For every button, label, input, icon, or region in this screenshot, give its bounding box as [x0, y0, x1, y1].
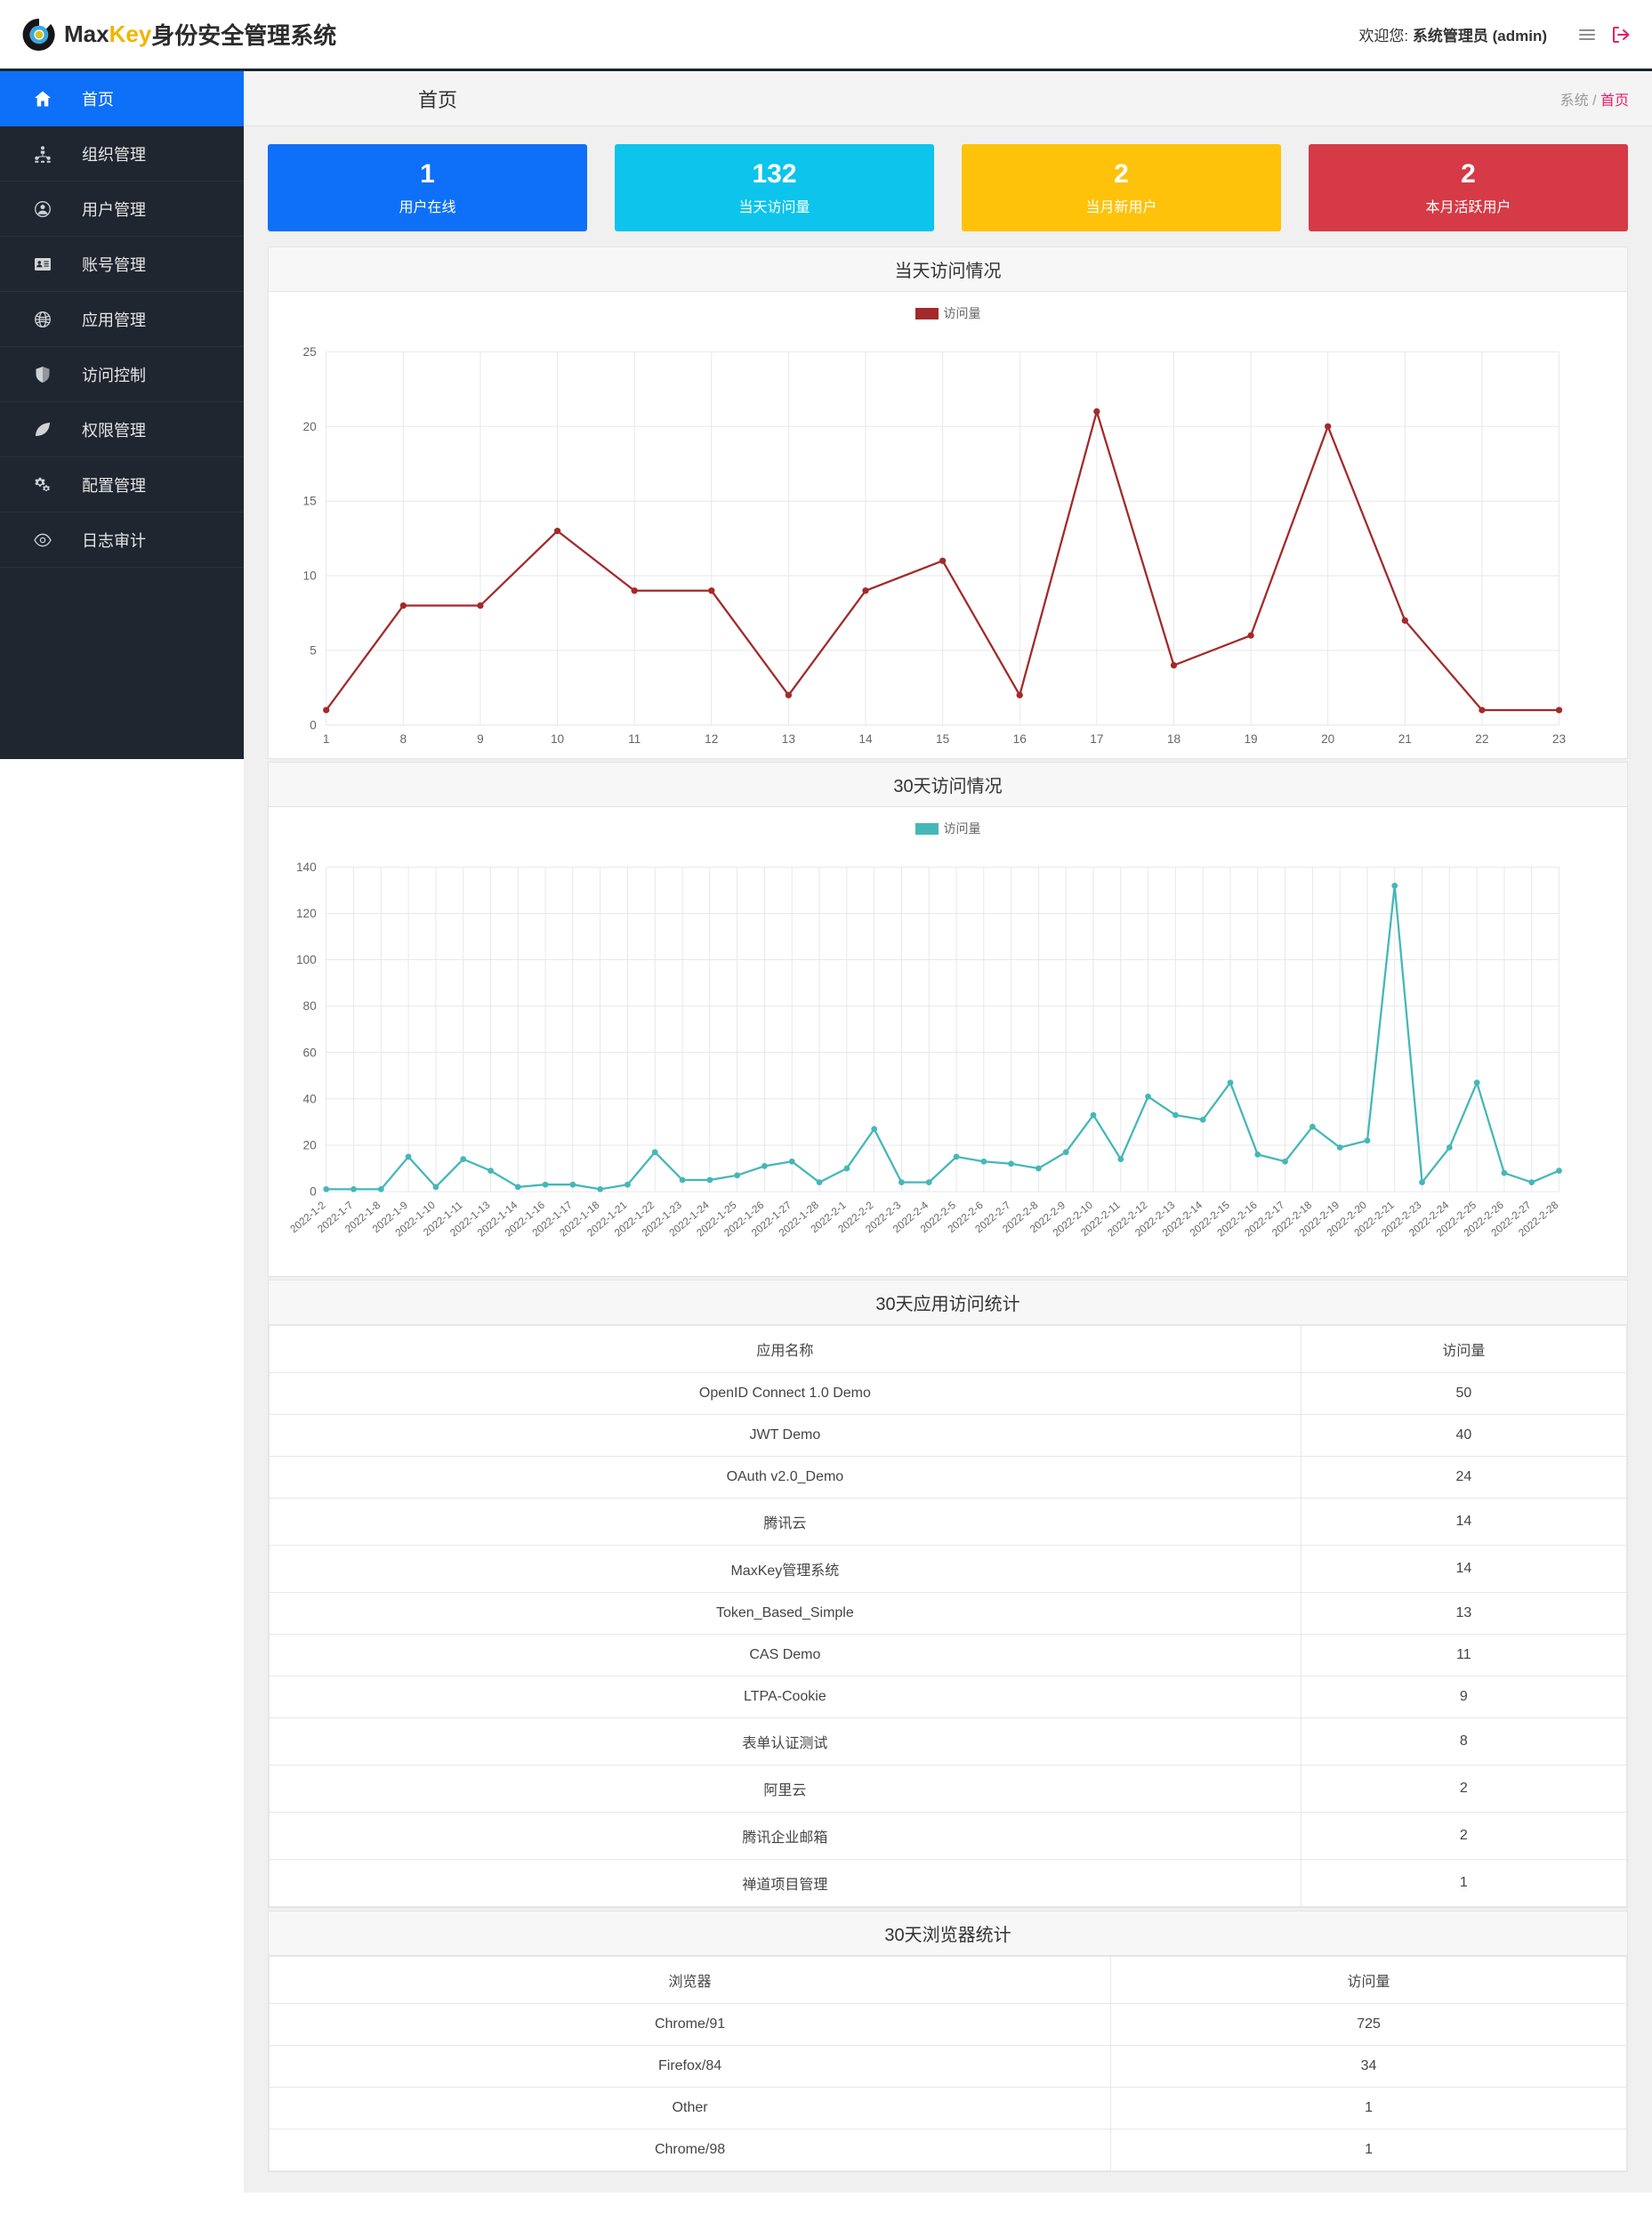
svg-text:80: 80: [303, 999, 318, 1013]
svg-text:100: 100: [296, 953, 317, 966]
svg-text:140: 140: [296, 861, 317, 874]
svg-text:14: 14: [858, 732, 873, 746]
svg-text:25: 25: [303, 345, 318, 359]
svg-text:16: 16: [1013, 732, 1027, 746]
svg-text:17: 17: [1090, 732, 1103, 746]
svg-text:18: 18: [1167, 732, 1181, 746]
svg-text:19: 19: [1244, 732, 1257, 746]
svg-text:8: 8: [400, 732, 407, 746]
svg-text:22: 22: [1475, 732, 1488, 746]
svg-text:20: 20: [1321, 732, 1335, 746]
svg-text:0: 0: [310, 1185, 317, 1199]
svg-text:60: 60: [303, 1046, 318, 1059]
svg-text:5: 5: [310, 643, 317, 657]
svg-text:40: 40: [303, 1092, 318, 1105]
svg-text:15: 15: [936, 732, 950, 746]
svg-text:12: 12: [705, 732, 718, 746]
svg-text:9: 9: [477, 732, 484, 746]
svg-text:20: 20: [303, 1139, 318, 1152]
svg-text:1: 1: [323, 732, 330, 746]
svg-text:10: 10: [303, 570, 318, 583]
svg-text:20: 20: [303, 420, 318, 433]
svg-text:13: 13: [782, 732, 795, 746]
svg-text:11: 11: [628, 732, 641, 746]
svg-text:10: 10: [551, 732, 565, 746]
svg-text:21: 21: [1398, 732, 1412, 746]
svg-text:120: 120: [296, 907, 317, 920]
svg-text:23: 23: [1552, 732, 1566, 746]
svg-text:15: 15: [303, 495, 318, 508]
svg-text:0: 0: [310, 718, 317, 731]
